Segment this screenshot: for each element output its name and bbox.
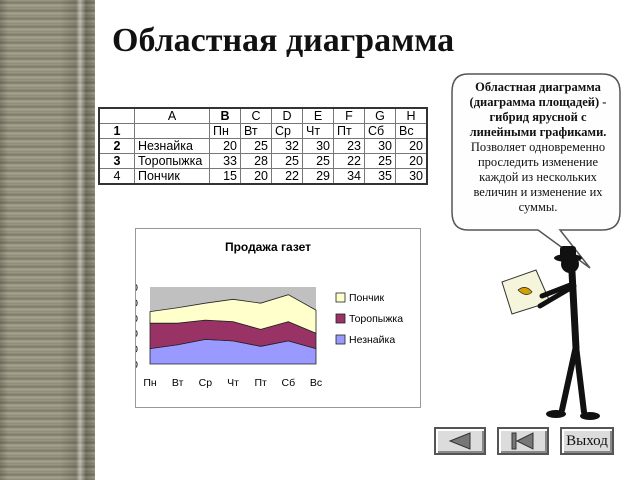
table-header-row: A B C D E F G H <box>98 107 428 124</box>
table-row: 4 Пончик 15 20 22 29 34 35 30 <box>98 168 428 185</box>
bubble-bold-text: Областная диаграмма (диаграмма площадей)… <box>469 80 607 139</box>
y-tick-label: 80 <box>136 297 138 309</box>
y-tick-label: 40 <box>136 328 138 340</box>
y-tick-label: 0 <box>136 359 138 371</box>
legend-label: Незнайка <box>349 334 395 346</box>
table-cell: 30 <box>364 138 396 154</box>
chart-svg: Продажа газет 0 20 40 60 80 100 Пн Вт Ср Чт Пт Сб Вс П… <box>136 240 403 389</box>
legend-label: Пончик <box>349 292 385 304</box>
y-tick-label: 20 <box>136 344 138 356</box>
column-header-g: G <box>364 107 396 124</box>
legend-swatch <box>335 313 346 324</box>
table-cell: 20 <box>395 153 428 169</box>
table-cell: 33 <box>209 153 241 169</box>
table-cell: 25 <box>240 138 272 154</box>
table-cell: 22 <box>333 153 365 169</box>
column-header-h: H <box>395 107 428 124</box>
table-cell: Торопыжка <box>134 153 210 169</box>
corner-cell <box>98 107 135 124</box>
area-chart: Продажа газет 0 20 40 60 80 100 Пн Вт Ср Чт Пт Сб Вс П… <box>135 228 421 408</box>
decorative-left-bar <box>0 0 95 480</box>
column-header-a: A <box>134 107 210 124</box>
y-tick-label: 60 <box>136 313 138 325</box>
chart-title: Продажа газет <box>225 240 311 254</box>
skip-back-icon <box>511 432 534 450</box>
x-tick-label: Вт <box>172 377 184 389</box>
triangle-left-icon <box>448 432 471 450</box>
x-tick-label: Чт <box>227 377 239 389</box>
table-cell: Пт <box>333 123 365 139</box>
bubble-text: Областная диаграмма (диаграмма площадей)… <box>458 80 618 215</box>
table-cell: 23 <box>333 138 365 154</box>
x-tick-label: Пн <box>143 377 157 389</box>
y-tick-label: 100 <box>136 282 138 294</box>
stick-figure-illustration <box>501 246 600 420</box>
first-slide-button[interactable] <box>497 427 549 455</box>
column-header-f: F <box>333 107 365 124</box>
row-header: 4 <box>98 168 135 185</box>
x-tick-label: Сб <box>282 377 296 389</box>
table-row: 1 Пн Вт Ср Чт Пт Сб Вс <box>98 123 428 139</box>
x-tick-label: Вс <box>310 377 322 389</box>
row-header: 2 <box>98 138 135 154</box>
column-header-d: D <box>271 107 303 124</box>
table-cell: Сб <box>364 123 396 139</box>
table-cell: 30 <box>302 138 334 154</box>
table-cell: Чт <box>302 123 334 139</box>
table-cell: Вс <box>395 123 428 139</box>
x-tick-label: Пт <box>254 377 267 389</box>
table-cell: 34 <box>333 168 365 185</box>
back-button[interactable] <box>434 427 486 455</box>
table-cell: 22 <box>271 168 303 185</box>
table-cell: 15 <box>209 168 241 185</box>
legend-label: Торопыжка <box>349 313 403 325</box>
legend-swatch <box>335 292 346 303</box>
row-header: 1 <box>98 123 135 139</box>
table-cell: Вт <box>240 123 272 139</box>
x-tick-label: Ср <box>199 377 213 389</box>
table-cell: 25 <box>364 153 396 169</box>
table-row: 2 Незнайка 20 25 32 30 23 30 20 <box>98 138 428 154</box>
table-cell: 25 <box>302 153 334 169</box>
page-title: Областная диаграмма <box>112 22 455 59</box>
table-cell: 32 <box>271 138 303 154</box>
table-cell: 25 <box>271 153 303 169</box>
table-cell: 29 <box>302 168 334 185</box>
exit-button[interactable]: Выход <box>560 427 614 455</box>
table-cell: Ср <box>271 123 303 139</box>
table-cell: 20 <box>209 138 241 154</box>
area-series-3 <box>149 294 317 334</box>
table-cell <box>134 123 210 139</box>
table-cell: 20 <box>240 168 272 185</box>
spreadsheet-table: A B C D E F G H 1 Пн Вт Ср Чт Пт Сб Вс 2… <box>98 107 428 185</box>
table-cell: Пн <box>209 123 241 139</box>
table-cell: 20 <box>395 138 428 154</box>
row-header: 3 <box>98 153 135 169</box>
table-cell: 35 <box>364 168 396 185</box>
table-cell: 30 <box>395 168 428 185</box>
table-cell: Пончик <box>134 168 210 185</box>
table-cell: Незнайка <box>134 138 210 154</box>
bubble-normal-text: Позволяет одновременно проследить измене… <box>470 140 606 214</box>
table-row: 3 Торопыжка 33 28 25 25 22 25 20 <box>98 153 428 169</box>
table-cell: 28 <box>240 153 272 169</box>
legend-swatch <box>335 334 346 345</box>
column-header-c: C <box>240 107 272 124</box>
column-header-b: B <box>209 107 241 124</box>
column-header-e: E <box>302 107 334 124</box>
